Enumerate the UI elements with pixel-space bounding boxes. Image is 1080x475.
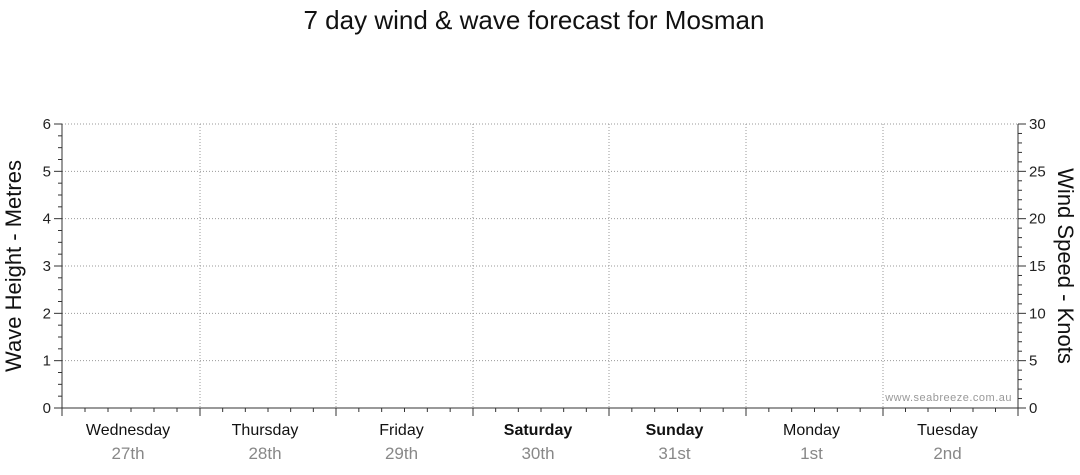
day-date-label: 30th xyxy=(521,444,554,463)
day-date-label: 31st xyxy=(658,444,690,463)
right-tick-label: 15 xyxy=(1029,258,1046,275)
right-tick-label: 20 xyxy=(1029,211,1046,228)
axes xyxy=(54,123,1026,416)
left-tick-label: 3 xyxy=(43,258,51,275)
right-tick-label: 0 xyxy=(1029,400,1037,417)
left-tick-label: 5 xyxy=(43,163,51,180)
chart-title: 7 day wind & wave forecast for Mosman xyxy=(304,5,765,35)
right-axis-ticks: 0 5 10 15 20 25 30 xyxy=(1029,116,1046,417)
day-date-label: 29th xyxy=(385,444,418,463)
day-date-label: 1st xyxy=(800,444,823,463)
day-name-label: Wednesday xyxy=(86,422,170,439)
left-tick-label: 0 xyxy=(43,400,51,417)
day-name-label: Monday xyxy=(783,422,840,439)
right-tick-label: 30 xyxy=(1029,116,1046,133)
day-name-label: Friday xyxy=(379,422,423,439)
right-tick-label: 5 xyxy=(1029,353,1037,370)
left-axis-title: Wave Height - Metres xyxy=(1,160,26,372)
right-tick-label: 25 xyxy=(1029,163,1046,180)
day-date-label: 27th xyxy=(111,444,144,463)
right-axis-title: Wind Speed - Knots xyxy=(1053,168,1078,364)
left-tick-label: 1 xyxy=(43,353,51,370)
day-name-label: Saturday xyxy=(504,422,573,439)
right-tick-label: 10 xyxy=(1029,305,1046,322)
day-name-label: Thursday xyxy=(232,422,299,439)
watermark-text: www.seabreeze.com.au xyxy=(884,392,1012,404)
day-date-label: 2nd xyxy=(933,444,961,463)
day-name-label: Sunday xyxy=(646,422,704,439)
left-tick-label: 4 xyxy=(43,211,51,228)
left-axis-ticks: 0 1 2 3 4 5 6 xyxy=(43,116,51,417)
day-name-label: Tuesday xyxy=(917,422,978,439)
day-date-label: 28th xyxy=(248,444,281,463)
left-tick-label: 6 xyxy=(43,116,51,133)
grid xyxy=(62,123,1018,408)
day-labels: Wednesday 27th Thursday 28th Friday 29th Satur… xyxy=(86,422,978,463)
left-tick-label: 2 xyxy=(43,305,51,322)
